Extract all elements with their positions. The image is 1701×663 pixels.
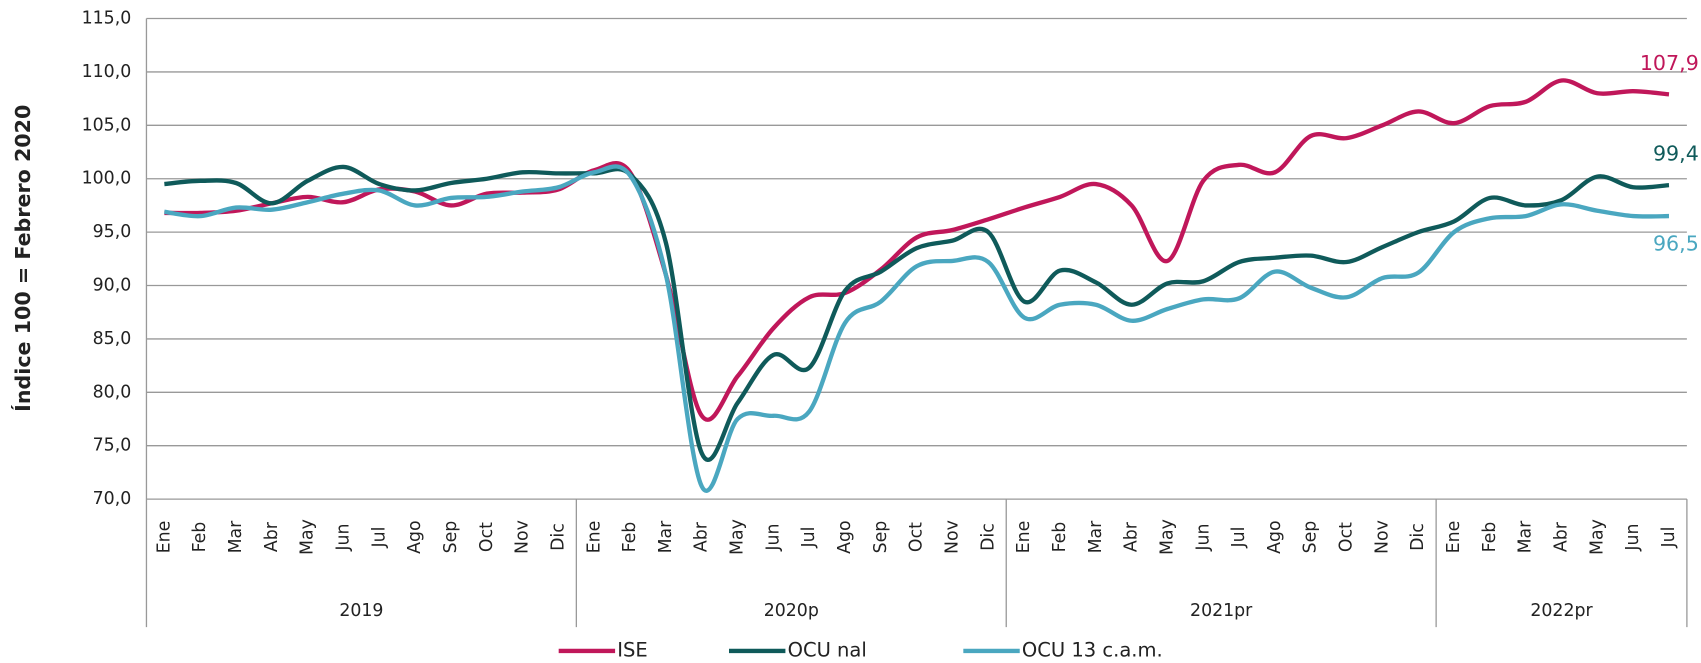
legend-label: OCU 13 c.a.m. [1022, 638, 1163, 661]
x-tick-label: Jul [799, 527, 819, 549]
x-tick-label: Jun [1193, 524, 1213, 552]
x-tick-label: Abr [692, 521, 712, 552]
x-tick-label: Ene [1014, 521, 1034, 554]
x-tick-label: Jun [333, 524, 353, 552]
x-tick-label: Oct [907, 522, 927, 552]
group-label: 2021pr [1190, 601, 1253, 621]
x-tick-label: Dic [548, 523, 568, 551]
x-tick-label: May [298, 519, 318, 555]
x-tick-label: Jun [763, 524, 783, 552]
group-label: 2020p [764, 601, 819, 621]
x-tick-label: Mar [1516, 520, 1536, 554]
x-tick-label: Nov [942, 520, 962, 554]
x-tick-label: Nov [1372, 520, 1392, 554]
x-tick-label: May [1157, 519, 1177, 555]
x-tick-label: Ago [1265, 520, 1285, 554]
x-tick-label: Mar [226, 520, 246, 554]
x-tick-label: Sep [441, 521, 461, 554]
x-tick-label: Ago [405, 520, 425, 554]
y-tick-label: 115,0 [82, 9, 132, 29]
x-tick-label: May [728, 519, 748, 555]
value-label: 99,4 [1653, 142, 1699, 166]
x-tick-label: Mar [1086, 520, 1106, 554]
x-tick-label: May [1587, 519, 1607, 555]
y-axis-label: Índice 100 = Febrero 2020 [10, 105, 35, 412]
y-tick-label: 85,0 [93, 329, 132, 349]
x-tick-label: Feb [190, 522, 210, 553]
y-tick-label: 75,0 [93, 436, 132, 456]
x-tick-label: Oct [477, 522, 497, 552]
x-tick-label: Feb [1050, 522, 1070, 553]
x-tick-label: Ago [835, 520, 855, 554]
x-tick-label: Jul [1659, 527, 1679, 549]
x-tick-label: Feb [620, 522, 640, 553]
y-tick-label: 90,0 [93, 276, 132, 296]
x-tick-label: Ene [584, 521, 604, 554]
series-line [164, 78, 1670, 422]
x-tick-label: Oct [1337, 522, 1357, 552]
series-line [164, 164, 1670, 463]
y-tick-label: 110,0 [82, 62, 132, 82]
legend-label: OCU nal [788, 638, 867, 661]
group-label: 2019 [339, 601, 383, 621]
x-tick-label: Abr [1552, 521, 1572, 552]
y-tick-label: 70,0 [93, 489, 132, 509]
series-line [164, 164, 1669, 493]
y-tick-label: 100,0 [82, 169, 132, 189]
x-tick-label: Ene [1444, 521, 1464, 554]
x-tick-label: Jul [1229, 527, 1249, 549]
legend-label: ISE [617, 638, 647, 661]
x-tick-label: Abr [1122, 521, 1142, 552]
group-label: 2022pr [1530, 601, 1593, 621]
y-tick-label: 80,0 [93, 382, 132, 402]
x-tick-label: Dic [1408, 523, 1428, 551]
value-label: 107,9 [1640, 51, 1699, 75]
x-tick-label: Sep [1301, 521, 1321, 554]
x-tick-label: Abr [262, 521, 282, 552]
x-tick-label: Feb [1480, 522, 1500, 553]
x-tick-label: Nov [513, 520, 533, 554]
y-tick-label: 95,0 [93, 222, 132, 242]
x-tick-label: Mar [656, 520, 676, 554]
x-tick-label: Sep [871, 521, 891, 554]
y-tick-label: 105,0 [82, 115, 132, 135]
value-label: 96,5 [1653, 231, 1699, 255]
x-tick-label: Ene [154, 521, 174, 554]
x-tick-label: Dic [978, 523, 998, 551]
x-tick-label: Jul [369, 527, 389, 549]
x-tick-label: Jun [1623, 524, 1643, 552]
